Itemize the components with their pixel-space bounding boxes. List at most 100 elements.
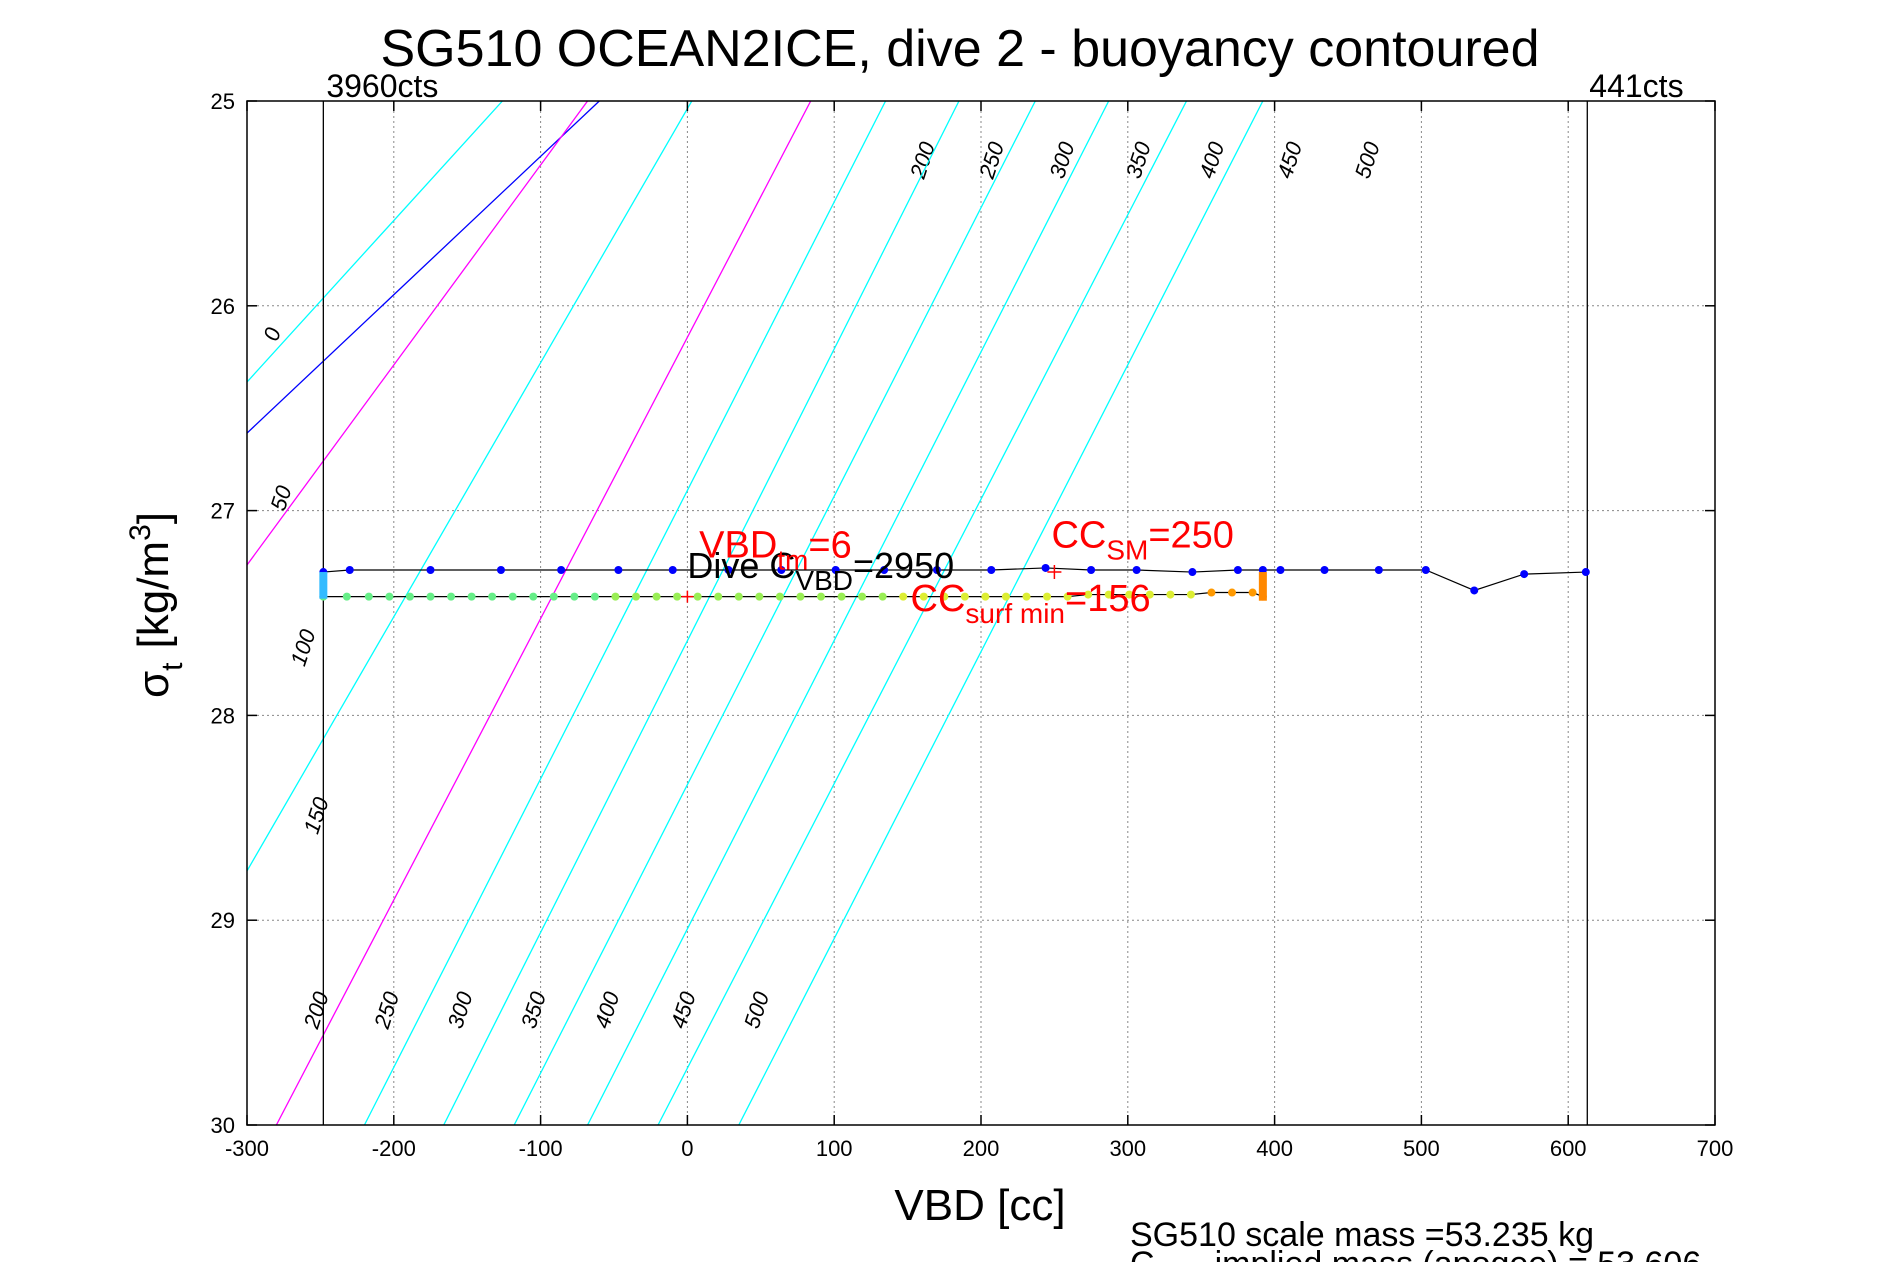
data-point [611,592,620,601]
vbd-tm-label-main: VBD [699,525,777,567]
data-point [932,565,941,574]
scale-mass-text: SG510 scale mass =53.235 kg [1130,1216,1594,1254]
cc-surf-min-label-tail: =156 [1065,578,1151,620]
y-label-superscript: 3 [124,524,157,541]
data-point [632,592,641,601]
data-point [1207,588,1216,597]
data-point [345,565,354,574]
data-point [878,592,887,601]
contour-line-50 [247,101,503,384]
contour-line-100 [247,101,589,567]
data-point [831,565,840,574]
contour-line-400 [586,101,1110,1125]
y-label-close: ] [129,512,178,524]
data-point [1104,590,1113,599]
cc-surf-min-label-sub: surf min [965,598,1065,629]
data-point [1132,565,1141,574]
data-point [777,565,786,574]
y-tick-label: 27 [211,499,235,524]
limit-lines: 3960cts 441cts [322,68,1684,1125]
data-point [1087,565,1096,574]
x-tick-label: 500 [1403,1136,1440,1161]
contour-label-350: 350 [1121,138,1156,181]
data-point [673,592,682,601]
dive-c-vbd-label-tail: =2950 [853,545,954,586]
contour-label-bottom-250: 250 [369,988,405,1032]
x-tick-label: 700 [1697,1136,1734,1161]
data-point [775,592,784,601]
data-point [1228,588,1237,597]
data-point [1043,592,1052,601]
data-point [447,592,456,601]
contour-label-bottom-500: 500 [739,988,774,1031]
data-point [919,592,928,601]
data-point [557,565,566,574]
data-point [1186,590,1195,599]
x-tick-label: 0 [681,1136,693,1161]
x-tick-label: 400 [1256,1136,1293,1161]
svg-text:σt[kg/m3]: σt [kg/m3] [124,512,189,698]
data-point [693,592,702,601]
contour-label-450: 450 [1272,138,1307,181]
data-point [1581,568,1590,577]
data-point [614,565,623,574]
contour-label-200: 200 [905,138,941,182]
end-cluster [1258,572,1267,601]
contour-label-50: 50 [265,482,297,514]
data-point [1470,586,1479,595]
data-point [488,592,497,601]
data-point [590,592,599,601]
implied-mass-tail: implied mass (apogee) = 53.606 [1215,1245,1702,1262]
cc-sm-label: CCSM=250 [1051,514,1233,565]
data-point [426,592,435,601]
contour-line-0 [247,101,600,435]
dive-c-vbd-label-sub: VBD [795,565,853,596]
series-line-0 [323,567,1586,592]
x-tick-label: 300 [1109,1136,1146,1161]
grid-lines [247,101,1715,1125]
data-point [529,592,538,601]
data-point [755,592,764,601]
contour-line-250 [363,101,887,1125]
contour-label-400: 400 [1194,138,1229,181]
dive-c-vbd-label: Dive CVBD=2950 [687,545,954,596]
contour-label-bottom-450: 450 [666,988,701,1031]
data-point [981,592,990,601]
cc-sm-label-sub: SM [1106,534,1148,565]
data-point [880,565,889,574]
data-point [652,592,661,601]
x-tick-label: 600 [1550,1136,1587,1161]
data-point [960,592,969,601]
contour-label-bottom-400: 400 [589,988,624,1031]
vbd-tm-marker [681,590,694,603]
data-point [549,592,558,601]
data-point [1063,592,1072,601]
contour-line-200 [275,101,812,1125]
data-point [1145,590,1154,599]
contour-label-0: 0 [258,324,286,344]
contour-line-150 [247,101,693,873]
vbd-tm-label-sub: tm [777,545,808,576]
implied-mass-c: C [1130,1245,1155,1262]
x-tick-label: 200 [963,1136,1000,1161]
cc-surf-min-label-main: CC [911,578,966,620]
data-point [508,592,517,601]
data-point [426,565,435,574]
y-tick-label: 25 [211,89,235,114]
data-point [1166,590,1175,599]
implied-mass-text: Cimplied mass (apogee) = 53.606 [1130,1245,1701,1262]
contour-label-300: 300 [1044,138,1079,181]
data-point [405,592,414,601]
data-point [364,592,373,601]
data-point [570,592,579,601]
data-point [1520,570,1529,579]
contour-line-300 [443,101,960,1125]
data-point [940,592,949,601]
data-point [1258,565,1267,574]
contour-label-bottom-300: 300 [443,988,478,1031]
x-tick-label: -300 [225,1136,269,1161]
contour-line-500 [738,101,1264,1125]
data-point [1248,588,1257,597]
data-point [1320,565,1329,574]
contour-label-bottom-350: 350 [516,988,551,1031]
